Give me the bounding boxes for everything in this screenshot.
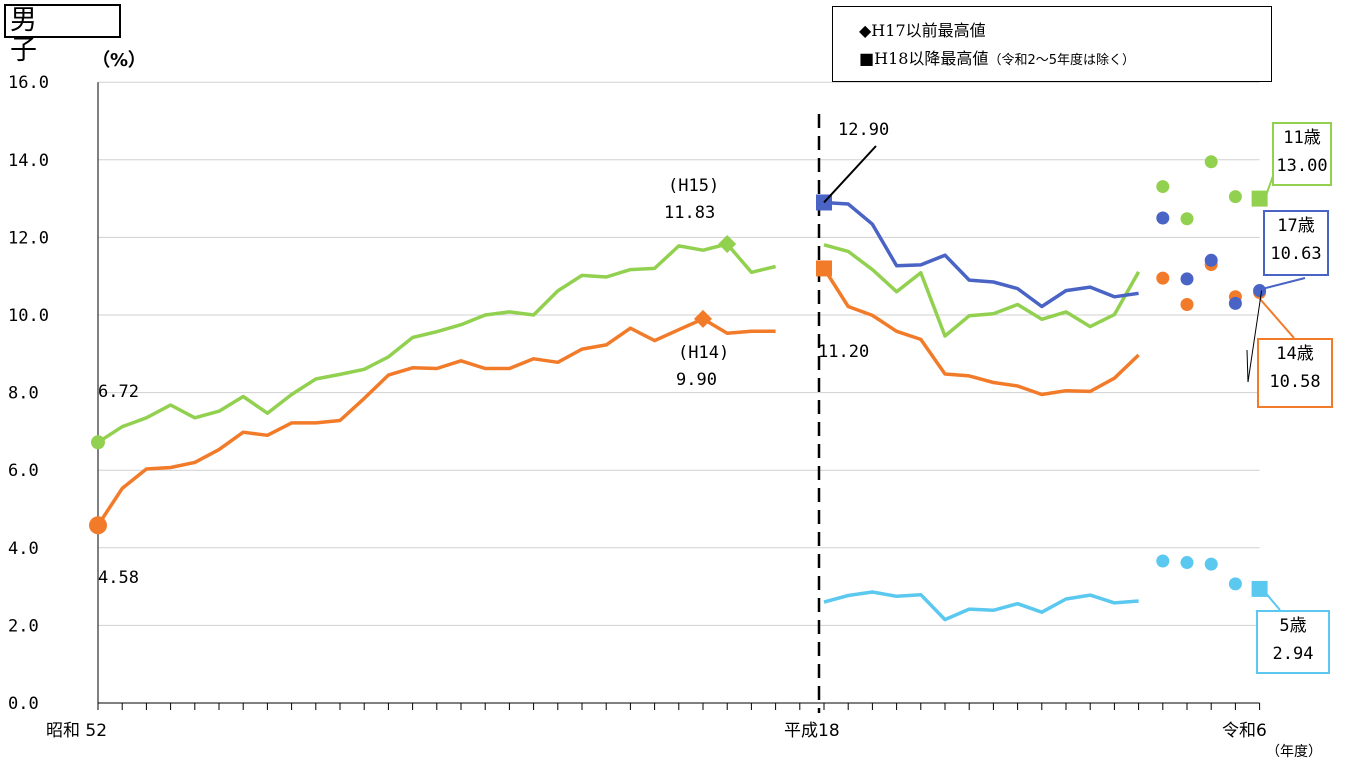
start-marker-14歳	[89, 516, 107, 535]
legend-item-h18-main: ■H18以降最高値	[859, 49, 989, 68]
label-14-start: 4.58	[98, 568, 139, 588]
leader-callout-11	[1264, 175, 1274, 197]
callout-17-label: 17歳	[1277, 216, 1315, 236]
leader-17-h18	[823, 145, 877, 204]
record-square-11歳	[1251, 190, 1268, 207]
data-point-17歳	[1180, 272, 1194, 286]
callout-5: 5歳 2.94	[1256, 610, 1330, 674]
data-point-11歳	[1180, 212, 1194, 226]
legend-item-h18: ■H18以降最高値（令和2～5年度は除く）	[859, 45, 1271, 73]
data-point-5歳	[1204, 557, 1218, 571]
callout-11-label: 11歳	[1283, 128, 1321, 148]
series-line-17歳	[823, 200, 1139, 309]
callout-17-value: 10.63	[1270, 244, 1322, 264]
legend-item-h17: ◆H17以前最高値	[859, 21, 986, 40]
leader-lines	[823, 145, 1306, 611]
record-diamond-11歳	[718, 234, 737, 253]
x-axis-label: （年度）	[1266, 744, 1322, 760]
y-tick-label: 12.0	[8, 228, 49, 248]
data-point-17歳	[1228, 296, 1242, 310]
callout-14: 14歳 10.58	[1257, 338, 1333, 408]
series-line-14歳	[822, 267, 1140, 397]
data-point-14歳	[1156, 271, 1170, 285]
data-point-11歳	[1156, 180, 1170, 194]
x-tick-label: 平成18	[784, 721, 840, 741]
y-tick-label: 16.0	[8, 73, 49, 93]
y-tick-label: 0.0	[8, 694, 39, 714]
record-diamond-14歳	[694, 309, 712, 328]
label-14-h18: 11.20	[818, 342, 870, 362]
y-tick-label: 8.0	[8, 384, 39, 404]
axes: 0.0 2.0 4.0 6.0 8.0 10.0 12.0 14.0 16.0 昭和 52 平成18…	[8, 73, 1322, 760]
series-layer	[89, 155, 1268, 622]
callout-11: 11歳 13.00	[1272, 122, 1332, 186]
y-tick-label: 4.0	[8, 539, 39, 559]
legend-item-h18-note: （令和2～5年度は除く）	[988, 53, 1135, 68]
data-point-17歳	[1253, 284, 1267, 298]
y-tick-label: 2.0	[8, 616, 39, 636]
callout-14-value: 10.58	[1269, 372, 1321, 392]
data-point-17歳	[1156, 211, 1170, 225]
series-line-11歳	[823, 243, 1141, 338]
record-square-14歳	[816, 260, 832, 277]
leader-black-stub	[1246, 290, 1263, 383]
x-tick-label: 令和6	[1222, 721, 1267, 741]
start-marker-11歳	[91, 435, 105, 450]
data-point-17歳	[1204, 253, 1218, 267]
label-17-h18: 12.90	[838, 120, 890, 140]
data-point-5歳	[1156, 554, 1170, 568]
x-tick-label: 昭和 52	[46, 721, 107, 741]
callout-5-label: 5歳	[1279, 616, 1307, 636]
record-square-5歳	[1251, 580, 1268, 597]
y-unit-label: （%）	[92, 50, 147, 71]
callout-11-value: 13.00	[1276, 156, 1328, 176]
data-point-5歳	[1180, 556, 1194, 570]
data-point-11歳	[1228, 190, 1242, 204]
label-14-peak-value: 9.90	[676, 370, 717, 390]
leader-callout-17	[1263, 277, 1306, 290]
data-point-11歳	[1204, 155, 1218, 169]
callout-5-value: 2.94	[1272, 644, 1314, 664]
callout-14-label: 14歳	[1276, 344, 1314, 364]
y-tick-label: 10.0	[8, 306, 49, 326]
callout-17: 17歳 10.63	[1263, 210, 1329, 276]
label-11-peak-year: (H15)	[668, 176, 720, 196]
label-11-start: 6.72	[98, 382, 139, 402]
chart-title-box: 男 子	[4, 4, 121, 66]
data-point-5歳	[1228, 577, 1242, 591]
series-line-14歳	[96, 317, 776, 527]
series-line-5歳	[823, 590, 1139, 622]
series-line-11歳	[97, 242, 777, 444]
leader-callout-14	[1258, 297, 1295, 339]
y-tick-label: 14.0	[8, 151, 49, 171]
legend: ◆H17以前最高値 ■H18以降最高値（令和2～5年度は除く）	[832, 6, 1272, 82]
label-14-peak-year: (H14)	[678, 343, 730, 363]
data-point-14歳	[1180, 298, 1194, 312]
label-11-peak-value: 11.83	[664, 203, 716, 223]
leader-callout-5	[1264, 592, 1281, 611]
y-tick-label: 6.0	[8, 461, 39, 481]
